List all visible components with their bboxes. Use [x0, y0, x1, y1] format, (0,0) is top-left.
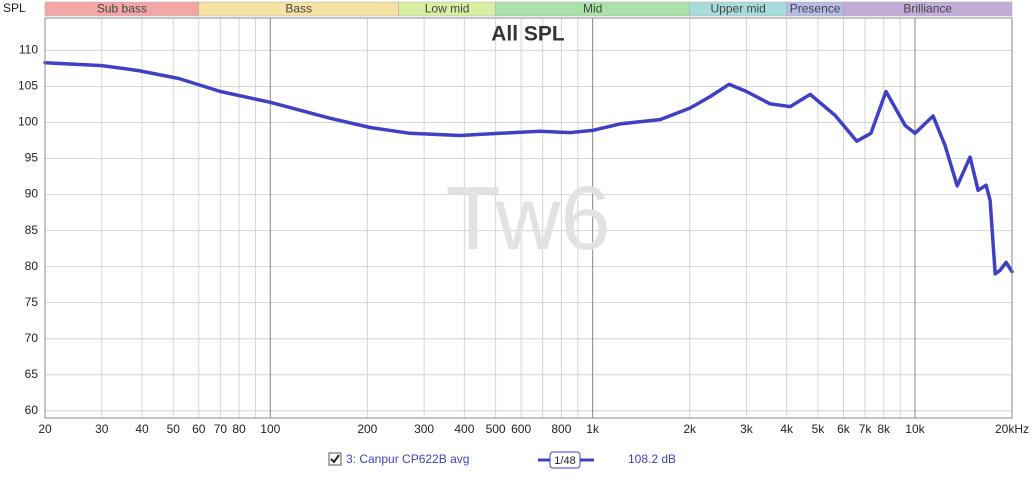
y-tick-label: 105: [18, 79, 38, 93]
x-tick-label: 6k: [837, 422, 851, 436]
series-line: [43, 60, 1014, 276]
x-tick-label: 600: [511, 422, 531, 436]
x-tick-label: 4k: [780, 422, 794, 436]
y-tick-label: 60: [25, 403, 39, 417]
x-tick-label: 20: [38, 422, 52, 436]
x-tick-label: 800: [551, 422, 571, 436]
band-label: Low mid: [425, 2, 470, 16]
band-label: Brilliance: [903, 2, 952, 16]
x-tick-label: 400: [454, 422, 474, 436]
x-tick-label: 60: [192, 422, 206, 436]
y-tick-label: 70: [25, 331, 39, 345]
x-tick-label: 1k: [586, 422, 600, 436]
band-label: Bass: [285, 2, 312, 16]
y-tick-label: 75: [25, 295, 39, 309]
y-tick-label: 110: [19, 43, 38, 57]
smoothing-box[interactable]: [549, 451, 581, 469]
x-tick-label: 500: [486, 422, 506, 436]
y-axis-label: SPL: [3, 1, 26, 15]
x-tick-label: 30: [95, 422, 109, 436]
x-tick-label: 50: [167, 422, 181, 436]
x-tick-label: 10k: [905, 422, 925, 436]
x-tick-label: 300: [414, 422, 434, 436]
x-tick-label: 8k: [877, 422, 891, 436]
x-tick-label: 200: [357, 422, 377, 436]
legend-label[interactable]: 3: Canpur CP622B avg: [346, 452, 469, 466]
x-tick-label: 80: [232, 422, 246, 436]
legend-value: 108.2 dB: [628, 452, 676, 466]
band-label: Upper mid: [711, 2, 766, 16]
x-tick-label: 5k: [812, 422, 826, 436]
band-label: Sub bass: [97, 2, 147, 16]
x-tick-label: 20kHz: [995, 422, 1029, 436]
x-tick-label: 100: [260, 422, 280, 436]
y-tick-label: 100: [18, 115, 38, 129]
band-label: Presence: [790, 2, 841, 16]
y-tick-label: 80: [25, 259, 39, 273]
watermark: Tw6: [445, 169, 610, 269]
x-tick-label: 7k: [859, 422, 873, 436]
x-tick-label: 2k: [683, 422, 697, 436]
chart-title: All SPL: [491, 23, 565, 46]
band-label: Mid: [583, 2, 602, 16]
y-tick-label: 95: [25, 151, 39, 165]
smoothing: 1/48: [554, 455, 575, 467]
x-tick-label: 40: [135, 422, 149, 436]
plot-border: [44, 17, 1013, 419]
band: [843, 1, 1013, 17]
x-tick-label: 3k: [740, 422, 754, 436]
y-tick-label: 90: [25, 187, 39, 201]
checkmark: [330, 454, 340, 464]
x-tick-label: 70: [214, 422, 228, 436]
y-tick-label: 85: [25, 223, 39, 237]
y-tick-label: 65: [25, 367, 39, 381]
